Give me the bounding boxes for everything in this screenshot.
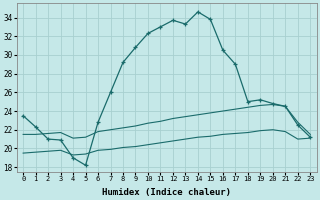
X-axis label: Humidex (Indice chaleur): Humidex (Indice chaleur) [102, 188, 231, 197]
